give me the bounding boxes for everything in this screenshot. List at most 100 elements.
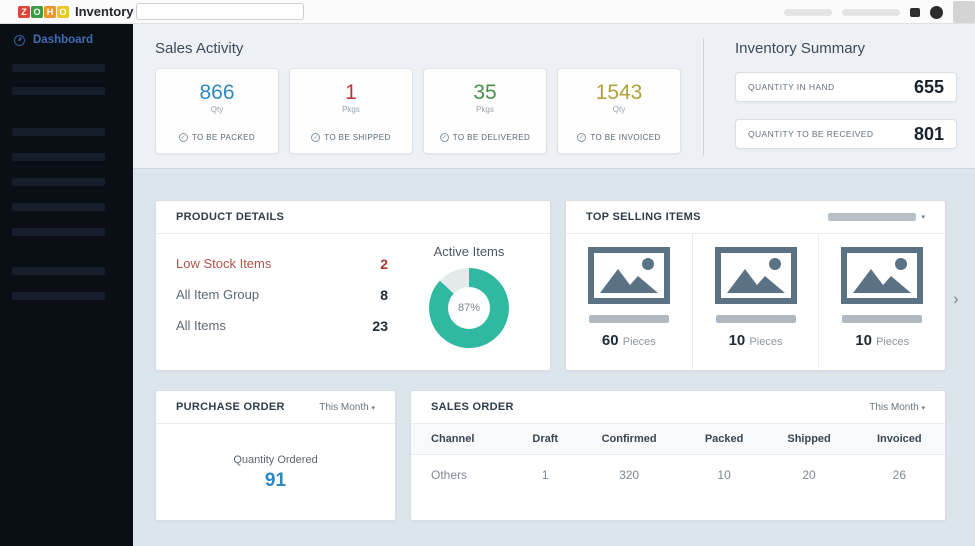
top-selling-title: TOP SELLING ITEMS	[586, 211, 701, 223]
product-details-body: Low Stock Items 2 All Item Group 8 All I…	[156, 234, 550, 348]
stat-label: QUANTITY IN HAND	[748, 82, 835, 92]
purchase-order-body: Quantity Ordered 91	[156, 424, 395, 492]
sidebar-item-placeholder[interactable]	[12, 128, 105, 136]
cell-confirmed: 320	[619, 468, 640, 482]
period-label: This Month	[319, 401, 369, 413]
status-text: TO BE INVOICED	[590, 133, 661, 142]
card-status-label: ✓ TO BE INVOICED	[577, 133, 660, 142]
row-label: All Item Group	[176, 287, 260, 302]
donut-percent-label: 87%	[448, 287, 490, 329]
top-selling-items-card: TOP SELLING ITEMS ▾ 60 Pieces	[565, 200, 946, 371]
carousel-next-icon[interactable]: ›	[953, 289, 959, 308]
col-confirmed: Confirmed	[574, 424, 684, 455]
shipped-pkgs-value: 1	[345, 81, 357, 104]
sidebar: Dashboard	[0, 24, 133, 546]
table-header-row: Channel Draft Confirmed Packed Shipped I…	[411, 424, 945, 455]
sidebar-item-placeholder[interactable]	[12, 267, 105, 275]
cell-invoiced: 26	[892, 468, 906, 482]
cell-draft: 1	[541, 468, 549, 482]
sidebar-item-placeholder[interactable]	[12, 87, 105, 95]
to-be-shipped-card[interactable]: 1 Pkgs ✓ TO BE SHIPPED	[289, 68, 413, 154]
row-label: All Items	[176, 318, 226, 333]
org-name-placeholder[interactable]	[784, 8, 832, 16]
apps-grid-icon[interactable]	[953, 1, 975, 23]
card-header: SALES ORDER This Month ▾	[411, 391, 945, 424]
section-divider	[703, 38, 704, 156]
status-text: TO BE DELIVERED	[452, 133, 531, 142]
item-name-placeholder	[715, 315, 796, 323]
user-avatar[interactable]	[930, 5, 943, 19]
zoho-logo[interactable]: Z O H O	[18, 5, 69, 18]
sidebar-item-placeholder[interactable]	[12, 292, 105, 300]
dashboard-gauge-icon	[14, 34, 25, 46]
top-selling-item[interactable]: 10 Pieces	[693, 234, 820, 371]
stat-label: QUANTITY TO BE RECEIVED	[748, 129, 874, 139]
logo-tile: O	[57, 5, 69, 18]
image-placeholder-icon	[587, 247, 670, 304]
qty-unit: Pieces	[749, 336, 783, 348]
card-header: PRODUCT DETAILS	[156, 201, 550, 234]
sidebar-item-placeholder[interactable]	[12, 203, 105, 211]
sidebar-item-placeholder[interactable]	[12, 153, 105, 161]
status-text: TO BE PACKED	[191, 133, 256, 142]
qty-number: 60	[601, 332, 619, 349]
period-dropdown[interactable]: ▾	[828, 213, 925, 221]
user-name-placeholder[interactable]	[842, 8, 900, 16]
topbar-right	[784, 0, 975, 24]
chevron-down-icon: ▾	[921, 404, 925, 412]
qty-number: 10	[855, 332, 872, 349]
period-dropdown[interactable]: This Month ▾	[319, 402, 375, 413]
search-input[interactable]	[136, 3, 304, 20]
qty-unit: Pieces	[622, 336, 656, 348]
quantity-ordered-label: Quantity Ordered	[233, 454, 318, 466]
sales-activity-cards: 866 Qty ✓ TO BE PACKED 1 Pkgs ✓ TO BE SH…	[155, 68, 681, 154]
purchase-order-card: PURCHASE ORDER This Month ▾ Quantity Ord…	[155, 390, 396, 521]
row-label: Low Stock Items	[176, 256, 272, 271]
card-header: PURCHASE ORDER This Month ▾	[156, 391, 395, 424]
to-be-delivered-card[interactable]: 35 Pkgs ✓ TO BE DELIVERED	[423, 68, 547, 154]
low-stock-row[interactable]: Low Stock Items 2	[176, 248, 388, 279]
app-name: Inventory	[75, 4, 134, 19]
low-stock-value: 2	[380, 255, 388, 272]
check-circle-icon: ✓	[577, 133, 587, 142]
image-placeholder-icon	[841, 247, 924, 304]
notifications-icon[interactable]	[910, 7, 920, 17]
sidebar-item-placeholder[interactable]	[12, 228, 105, 236]
quantity-ordered-value: 91	[264, 470, 287, 491]
to-be-invoiced-card[interactable]: 1543 Qty ✓ TO BE INVOICED	[557, 68, 681, 154]
check-circle-icon: ✓	[178, 133, 188, 142]
quantity-in-hand-value: 655	[913, 76, 944, 97]
qty-unit: Pieces	[876, 336, 910, 348]
inventory-summary-title: Inventory Summary	[735, 40, 866, 57]
purchase-order-title: PURCHASE ORDER	[176, 401, 285, 413]
qty-number: 10	[728, 332, 746, 349]
sidebar-item-placeholder[interactable]	[12, 64, 105, 72]
quantity-in-hand-box[interactable]: QUANTITY IN HAND 655	[735, 72, 957, 102]
quantity-to-receive-box[interactable]: QUANTITY TO BE RECEIVED 801	[735, 119, 957, 149]
quantity-to-receive-value: 801	[913, 123, 944, 144]
sidebar-item-dashboard[interactable]: Dashboard	[0, 24, 133, 56]
top-selling-item[interactable]: 10 Pieces	[819, 234, 945, 371]
packed-qty-value: 866	[199, 81, 235, 104]
top-selling-list: 60 Pieces 10 Pieces	[566, 234, 945, 371]
product-stats: Low Stock Items 2 All Item Group 8 All I…	[156, 234, 388, 348]
table-row[interactable]: Others 1 320 10 20 26	[411, 455, 945, 496]
item-name-placeholder	[842, 315, 923, 323]
donut-title: Active Items	[433, 244, 505, 259]
period-dropdown[interactable]: This Month ▾	[869, 402, 925, 413]
logo-tile: Z	[18, 5, 30, 18]
logo-tile: H	[44, 5, 56, 18]
item-group-value: 8	[380, 286, 388, 303]
item-group-row[interactable]: All Item Group 8	[176, 279, 388, 310]
sidebar-item-placeholder[interactable]	[12, 178, 105, 186]
active-items-donut: 87%	[429, 268, 509, 348]
all-items-row[interactable]: All Items 23	[176, 310, 388, 341]
item-quantity: 60 Pieces	[602, 332, 656, 349]
top-selling-item[interactable]: 60 Pieces	[566, 234, 693, 371]
to-be-packed-card[interactable]: 866 Qty ✓ TO BE PACKED	[155, 68, 279, 154]
col-shipped: Shipped	[764, 424, 854, 455]
card-header: TOP SELLING ITEMS ▾	[566, 201, 945, 234]
status-text: TO BE SHIPPED	[324, 133, 391, 142]
card-status-label: ✓ TO BE SHIPPED	[311, 133, 390, 142]
col-invoiced: Invoiced	[853, 424, 945, 455]
